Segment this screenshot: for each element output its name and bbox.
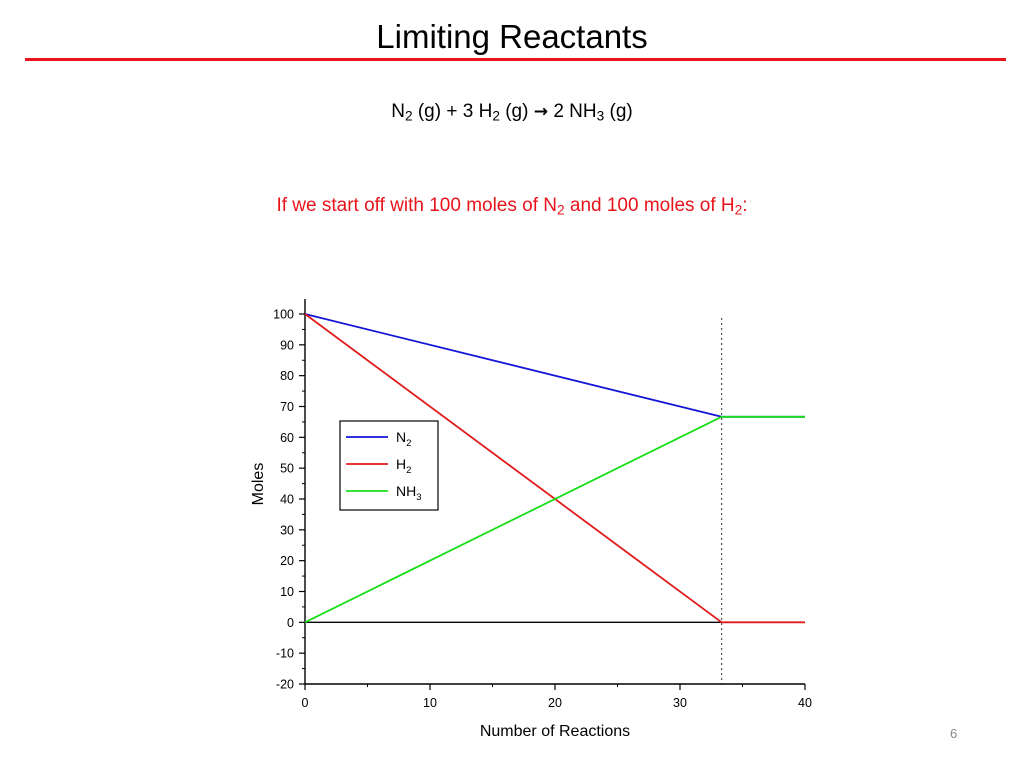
equation-n2-subscript: 2	[404, 108, 413, 124]
subtitle-part1: If we start off with 100 moles of N	[276, 195, 557, 216]
x-tick-label: 30	[673, 696, 687, 710]
page-number: 6	[950, 726, 958, 741]
legend-subscript-nh3: 3	[416, 492, 421, 503]
y-tick-label: 20	[280, 554, 294, 568]
series-lines	[304, 313, 805, 624]
title-underline	[25, 58, 1006, 61]
legend-label-nh3: NH3	[396, 483, 422, 503]
y-tick-label: 100	[273, 308, 294, 322]
y-axis-title: Moles	[250, 463, 267, 506]
equation-n2: N	[391, 101, 405, 122]
legend-subscript-n2: 2	[406, 438, 411, 449]
y-tick-label: -20	[276, 678, 294, 692]
equation-reactants: (g) + 3 H	[417, 101, 493, 122]
y-tick-label: 0	[287, 616, 294, 630]
x-tick-label: 10	[423, 696, 437, 710]
equation-h2-state: (g)	[505, 101, 529, 122]
legend-subscript-h2: 2	[406, 465, 411, 476]
y-tick-label: 50	[280, 462, 294, 476]
equation-h2-subscript: 2	[492, 108, 500, 124]
y-tick-label: 90	[280, 338, 294, 352]
subtitle-part2: and 100 moles of H	[564, 195, 735, 216]
x-axis-title: Number of Reactions	[480, 723, 630, 740]
x-tick-label: 0	[302, 696, 309, 710]
series-line-nh3	[304, 415, 805, 624]
reaction-arrow-icon: →	[533, 102, 549, 122]
y-tick-label: 80	[280, 369, 294, 383]
y-tick-label: 70	[280, 400, 294, 414]
slide-title: Limiting Reactants	[376, 18, 648, 55]
subtitle-part3: :	[742, 195, 748, 216]
x-tick-label: 20	[548, 696, 562, 710]
legend-box	[339, 420, 439, 511]
equation-product-state: (g)	[609, 101, 633, 122]
equation-nh3-subscript: 3	[596, 108, 605, 124]
y-tick-label: 60	[280, 431, 294, 445]
subtitle-n2-subscript: 2	[557, 202, 565, 218]
subtitle-h2-subscript: 2	[734, 202, 743, 218]
y-tick-label: 10	[280, 585, 294, 599]
y-tick-label: -10	[276, 647, 294, 661]
series-line-h2	[304, 313, 805, 624]
problem-statement: If we start off with 100 moles of N2 and…	[0, 195, 1024, 217]
axes: -20 -10 0 10 20 30 40 50 60 70 80 90 100 0 10 20 30 40 Num…	[250, 299, 812, 740]
reaction-equation: N2 (g) + 3 H2 (g) → 2 NH3 (g)	[0, 101, 1024, 123]
y-tick-label: 40	[280, 493, 294, 507]
series-line-n2	[304, 313, 805, 418]
y-tick-label: 30	[280, 523, 294, 537]
x-tick-label: 40	[798, 696, 812, 710]
equation-product: 2 NH	[553, 101, 597, 122]
